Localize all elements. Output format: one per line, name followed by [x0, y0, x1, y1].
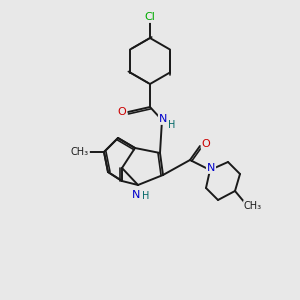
Text: H: H: [168, 120, 176, 130]
Text: CH₃: CH₃: [244, 201, 262, 211]
Text: H: H: [142, 191, 150, 201]
Text: N: N: [159, 114, 167, 124]
Text: N: N: [132, 190, 140, 200]
Text: O: O: [202, 139, 210, 149]
Text: N: N: [207, 163, 215, 173]
Text: CH₃: CH₃: [71, 147, 89, 157]
Text: Cl: Cl: [145, 12, 155, 22]
Text: O: O: [118, 107, 126, 117]
